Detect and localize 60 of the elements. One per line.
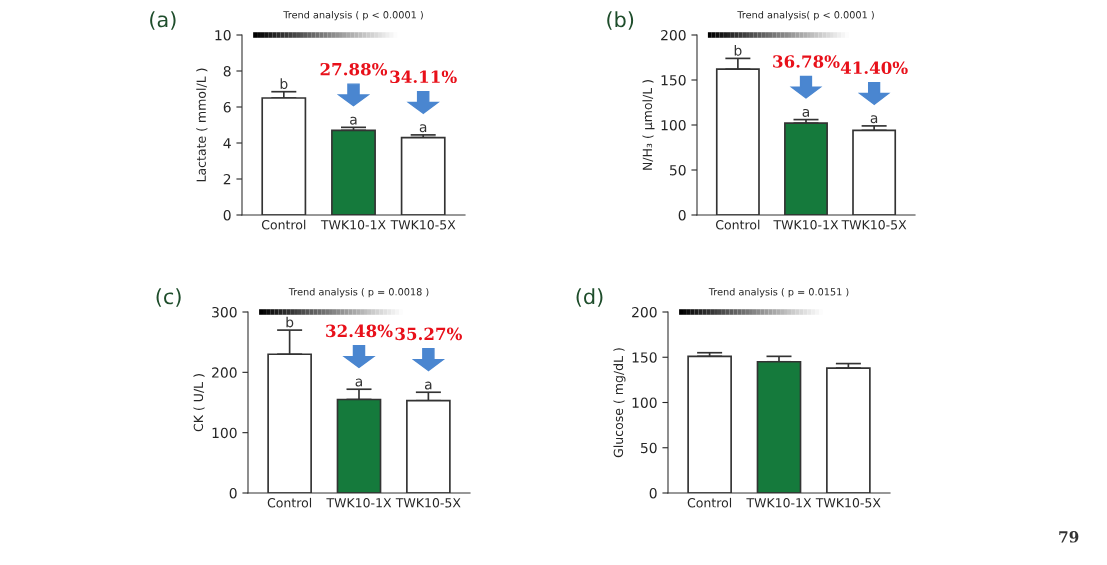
y-tick-label: 0	[678, 209, 686, 221]
x-tick-label: Control	[267, 497, 312, 508]
x-tick-label: TWK10-1X	[746, 498, 812, 508]
annotation: 27.88%	[320, 62, 388, 76]
y-tick-label: 0	[649, 487, 657, 499]
annotation: a	[802, 108, 809, 117]
y-axis-title: Lactate ( mmol/L )	[196, 68, 208, 182]
y-axis-title: N/H₃ ( μmol/L )	[642, 80, 655, 170]
y-tick-label: 10	[215, 29, 231, 41]
y-tick-label: 0	[223, 209, 231, 221]
text: 79	[1059, 531, 1079, 543]
x-tick-label: TWK10-5X	[390, 220, 456, 230]
y-tick-label: 50	[669, 164, 686, 176]
y-tick-label: 200	[212, 367, 237, 378]
text: (b)	[607, 11, 634, 30]
x-tick-label: TWK10-5X	[841, 220, 907, 230]
y-axis-title: Glucose ( mg/dL )	[613, 348, 626, 458]
y-tick-label: 50	[640, 442, 657, 454]
y-tick-label: 150	[661, 74, 686, 86]
x-tick-label: TWK10-5X	[395, 498, 461, 508]
annotation: a	[424, 381, 432, 390]
x-tick-label: TWK10-1X	[773, 220, 839, 230]
y-tick-label: 150	[632, 352, 657, 363]
y-tick-label: 200	[632, 306, 657, 318]
annotation: b	[280, 78, 288, 90]
text: (c)	[156, 288, 181, 307]
chart-title: Trend analysis( p < 0.0001 )	[737, 10, 874, 21]
y-tick-label: 8	[223, 65, 231, 77]
y-tick-label: 100	[661, 119, 686, 131]
y-tick-label: 100	[212, 427, 237, 439]
annotation: a	[870, 115, 878, 124]
chart-title: Trend analysis ( p < 0.0001 )	[283, 10, 423, 21]
annotation: 34.11%	[390, 70, 457, 84]
x-tick-label: TWK10-1X	[326, 498, 392, 508]
annotation: 35.27%	[395, 327, 462, 341]
chart-title: Trend analysis ( p = 0.0151 )	[708, 287, 849, 298]
x-tick-label: TWK10-5X	[815, 498, 881, 508]
x-tick-label: TWK10-1X	[320, 220, 386, 230]
annotation: 36.78%	[773, 55, 840, 68]
annotation: 41.40%	[840, 61, 908, 75]
annotation: a	[350, 116, 357, 125]
annotation: 32.48%	[326, 324, 393, 338]
y-tick-label: 6	[223, 101, 231, 113]
y-tick-label: 100	[632, 397, 657, 408]
annotation: a	[419, 124, 427, 133]
text: (a)	[150, 11, 176, 30]
x-tick-label: Control	[261, 219, 306, 230]
x-tick-label: Control	[687, 497, 732, 508]
annotation: a	[355, 378, 362, 387]
y-tick-label: 300	[212, 306, 237, 318]
text: (d)	[576, 288, 603, 307]
y-tick-label: 200	[661, 29, 686, 41]
y-tick-label: 2	[223, 173, 231, 185]
y-tick-label: 0	[229, 487, 237, 499]
annotation: b	[734, 44, 742, 56]
y-axis-title: CK ( U/L )	[193, 374, 205, 432]
annotation: b	[286, 316, 294, 328]
chart-title: Trend analysis ( p = 0.0018 )	[288, 287, 429, 298]
x-tick-label: Control	[715, 219, 760, 230]
y-tick-label: 4	[223, 138, 231, 149]
